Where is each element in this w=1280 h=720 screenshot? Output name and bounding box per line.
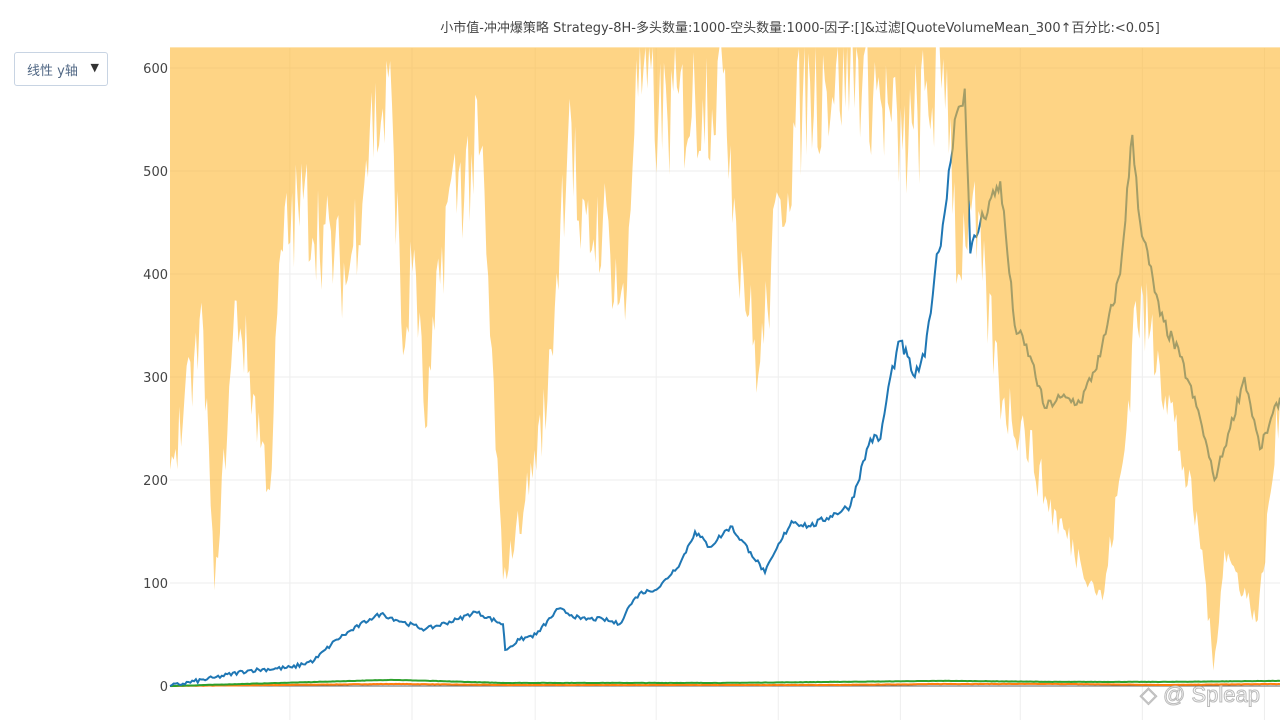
dropdown-label: 线性 y轴 (27, 63, 78, 79)
green-series-line (169, 678, 1280, 687)
y-axis-scale-dropdown[interactable]: 线性 y轴 ▼ (14, 52, 108, 86)
y-tick-label: 600 (143, 62, 168, 77)
y-tick-label: 300 (143, 371, 168, 386)
orange-series-line (169, 682, 1280, 688)
y-tick-label: 400 (143, 268, 168, 283)
y-tick-label: 500 (143, 165, 168, 180)
y-axis-ticks: 0 100 200 300 400 500 600 (143, 62, 168, 695)
y-tick-label: 100 (143, 577, 168, 592)
chart-series (169, 47, 1280, 688)
y-tick-label: 200 (143, 474, 168, 489)
y-tick-label: 0 (160, 680, 168, 695)
dropdown-arrow-icon: ▼ (90, 61, 99, 74)
chart-title: 小市值-冲冲爆策略 Strategy-8H-多头数量:1000-空头数量:100… (440, 21, 1160, 36)
watermark-logo: ◇ @ Spleap (1140, 682, 1261, 708)
drawdown-area (170, 47, 1280, 671)
